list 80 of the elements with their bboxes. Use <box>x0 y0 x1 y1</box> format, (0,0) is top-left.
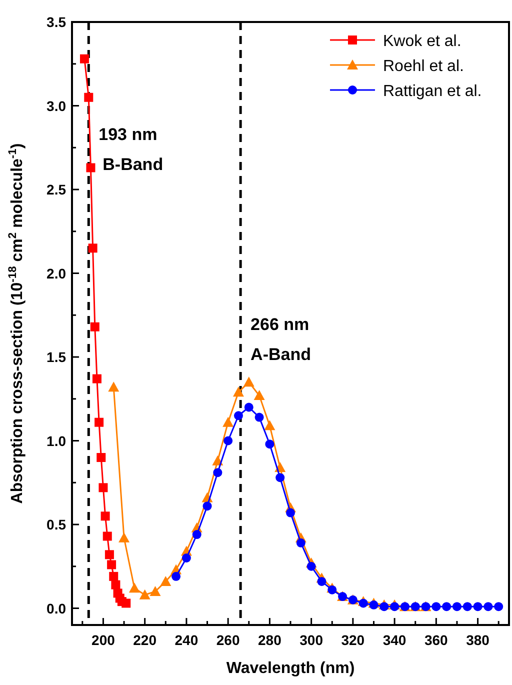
point <box>80 54 89 64</box>
x-axis-title: Wavelength (nm) <box>226 660 355 677</box>
point <box>265 440 274 449</box>
y-tick-label: 0.5 <box>46 516 66 532</box>
point <box>94 418 104 427</box>
y-tick-label: 0.0 <box>46 600 66 616</box>
point <box>150 586 161 596</box>
point <box>254 390 265 400</box>
point <box>244 402 254 412</box>
y-tick-label: 3.0 <box>46 98 66 114</box>
point <box>254 412 264 422</box>
point <box>462 602 472 612</box>
point <box>182 554 191 562</box>
point <box>102 532 112 541</box>
point <box>442 602 452 612</box>
point <box>390 602 400 612</box>
point <box>432 602 441 612</box>
point <box>358 598 368 608</box>
point <box>452 602 462 612</box>
point <box>122 598 131 608</box>
point <box>380 602 389 612</box>
x-tick-label: 300 <box>300 632 324 648</box>
point <box>172 572 181 581</box>
point <box>92 374 102 384</box>
x-tick-label: 260 <box>216 632 240 648</box>
point <box>109 572 118 581</box>
y-tick-label: 3.5 <box>46 14 66 30</box>
point <box>286 508 295 518</box>
point <box>128 582 140 593</box>
point <box>104 550 114 560</box>
y-tick-label: 1.0 <box>46 432 66 449</box>
x-tick-label: 340 <box>382 632 406 648</box>
point <box>90 322 100 332</box>
legend-label: Kwok et al. <box>383 33 462 50</box>
y-tick-label: 1.5 <box>46 349 66 365</box>
point <box>118 532 130 542</box>
point <box>212 455 224 466</box>
point <box>100 512 110 521</box>
ref-line-label: 266 nm <box>250 315 310 334</box>
y-tick-label: 2.0 <box>46 265 66 282</box>
legend-label: Roehl et al. <box>383 58 464 75</box>
point <box>243 376 254 387</box>
ref-line-label: 193 nm <box>98 125 158 144</box>
point <box>192 530 202 540</box>
point <box>213 468 222 478</box>
point <box>222 416 234 427</box>
point <box>98 483 108 492</box>
x-tick-label: 240 <box>174 632 198 648</box>
point <box>232 386 244 397</box>
x-tick-label: 320 <box>341 632 365 648</box>
point <box>473 602 482 612</box>
y-tick-label: 2.5 <box>46 182 66 198</box>
point <box>264 420 276 430</box>
point <box>88 244 98 253</box>
x-tick-label: 380 <box>466 632 490 648</box>
point <box>139 589 150 600</box>
point <box>96 453 106 462</box>
point <box>494 602 504 612</box>
point <box>107 560 116 570</box>
point <box>84 92 94 102</box>
point <box>484 602 493 612</box>
x-tick-label: 360 <box>424 632 448 648</box>
point <box>328 585 337 594</box>
point <box>296 538 306 548</box>
point <box>317 576 326 586</box>
annotation: B-Band <box>102 155 164 174</box>
point <box>224 436 233 446</box>
point <box>86 163 96 172</box>
point <box>369 600 378 610</box>
x-tick-label: 200 <box>92 632 116 648</box>
point <box>160 576 172 586</box>
point <box>202 502 212 511</box>
point <box>108 382 120 392</box>
x-tick-label: 220 <box>133 632 157 648</box>
point <box>306 562 316 571</box>
point <box>276 473 285 482</box>
x-tick-label: 280 <box>258 632 282 648</box>
annotation: A-Band <box>250 345 312 364</box>
point <box>234 411 243 420</box>
legend-label: Rattigan et al. <box>383 83 482 100</box>
